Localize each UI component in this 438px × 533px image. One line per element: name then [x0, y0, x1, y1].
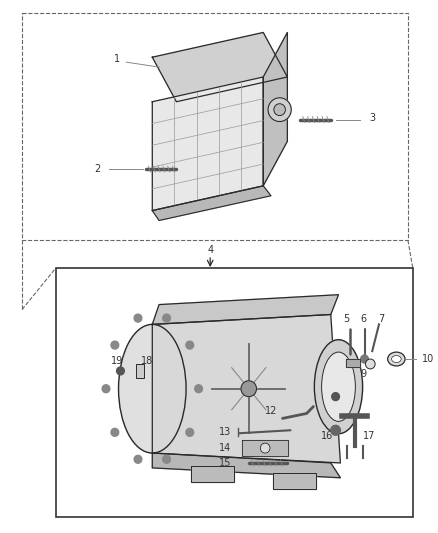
Text: 17: 17 [363, 431, 375, 441]
Text: 13: 13 [219, 427, 231, 437]
Circle shape [365, 359, 375, 369]
Text: 19: 19 [110, 356, 123, 366]
Circle shape [260, 443, 270, 453]
Bar [242, 440, 288, 456]
Circle shape [134, 455, 142, 463]
Bar [136, 364, 144, 378]
Circle shape [111, 341, 119, 349]
Text: 1: 1 [113, 54, 120, 64]
Circle shape [186, 429, 194, 437]
Polygon shape [152, 453, 340, 478]
Circle shape [360, 355, 368, 363]
Bar [22, 13, 408, 240]
Text: 16: 16 [321, 431, 333, 441]
Ellipse shape [392, 356, 401, 362]
Polygon shape [152, 314, 340, 463]
Polygon shape [263, 33, 287, 186]
Ellipse shape [119, 325, 186, 453]
Circle shape [274, 104, 286, 116]
Circle shape [134, 314, 142, 322]
Circle shape [186, 341, 194, 349]
Circle shape [117, 367, 124, 375]
Text: 15: 15 [219, 458, 231, 468]
Circle shape [241, 381, 257, 397]
Ellipse shape [388, 352, 405, 366]
Text: 5: 5 [343, 314, 350, 325]
Bar [346, 359, 360, 367]
Circle shape [102, 385, 110, 393]
Circle shape [111, 429, 119, 437]
Polygon shape [152, 33, 287, 102]
Text: 9: 9 [360, 369, 367, 379]
Text: 10: 10 [422, 354, 434, 364]
Text: 3: 3 [369, 112, 375, 123]
Text: 2: 2 [94, 164, 100, 174]
Text: 8: 8 [337, 369, 343, 379]
Text: 11: 11 [336, 386, 349, 397]
Bar [56, 268, 413, 518]
Bar [273, 473, 316, 489]
Polygon shape [152, 77, 263, 211]
Circle shape [163, 455, 170, 463]
Bar [191, 466, 234, 482]
Polygon shape [152, 186, 271, 221]
Text: 7: 7 [378, 314, 384, 325]
Circle shape [163, 314, 170, 322]
Circle shape [195, 385, 202, 393]
Text: 6: 6 [360, 314, 367, 325]
Text: 14: 14 [219, 443, 231, 453]
Circle shape [331, 425, 340, 435]
Circle shape [268, 98, 291, 122]
Text: 18: 18 [141, 356, 154, 366]
Text: 4: 4 [207, 245, 213, 255]
Ellipse shape [314, 340, 363, 434]
Ellipse shape [321, 352, 355, 422]
Text: 12: 12 [265, 407, 277, 416]
Circle shape [332, 393, 339, 401]
Polygon shape [152, 295, 339, 325]
